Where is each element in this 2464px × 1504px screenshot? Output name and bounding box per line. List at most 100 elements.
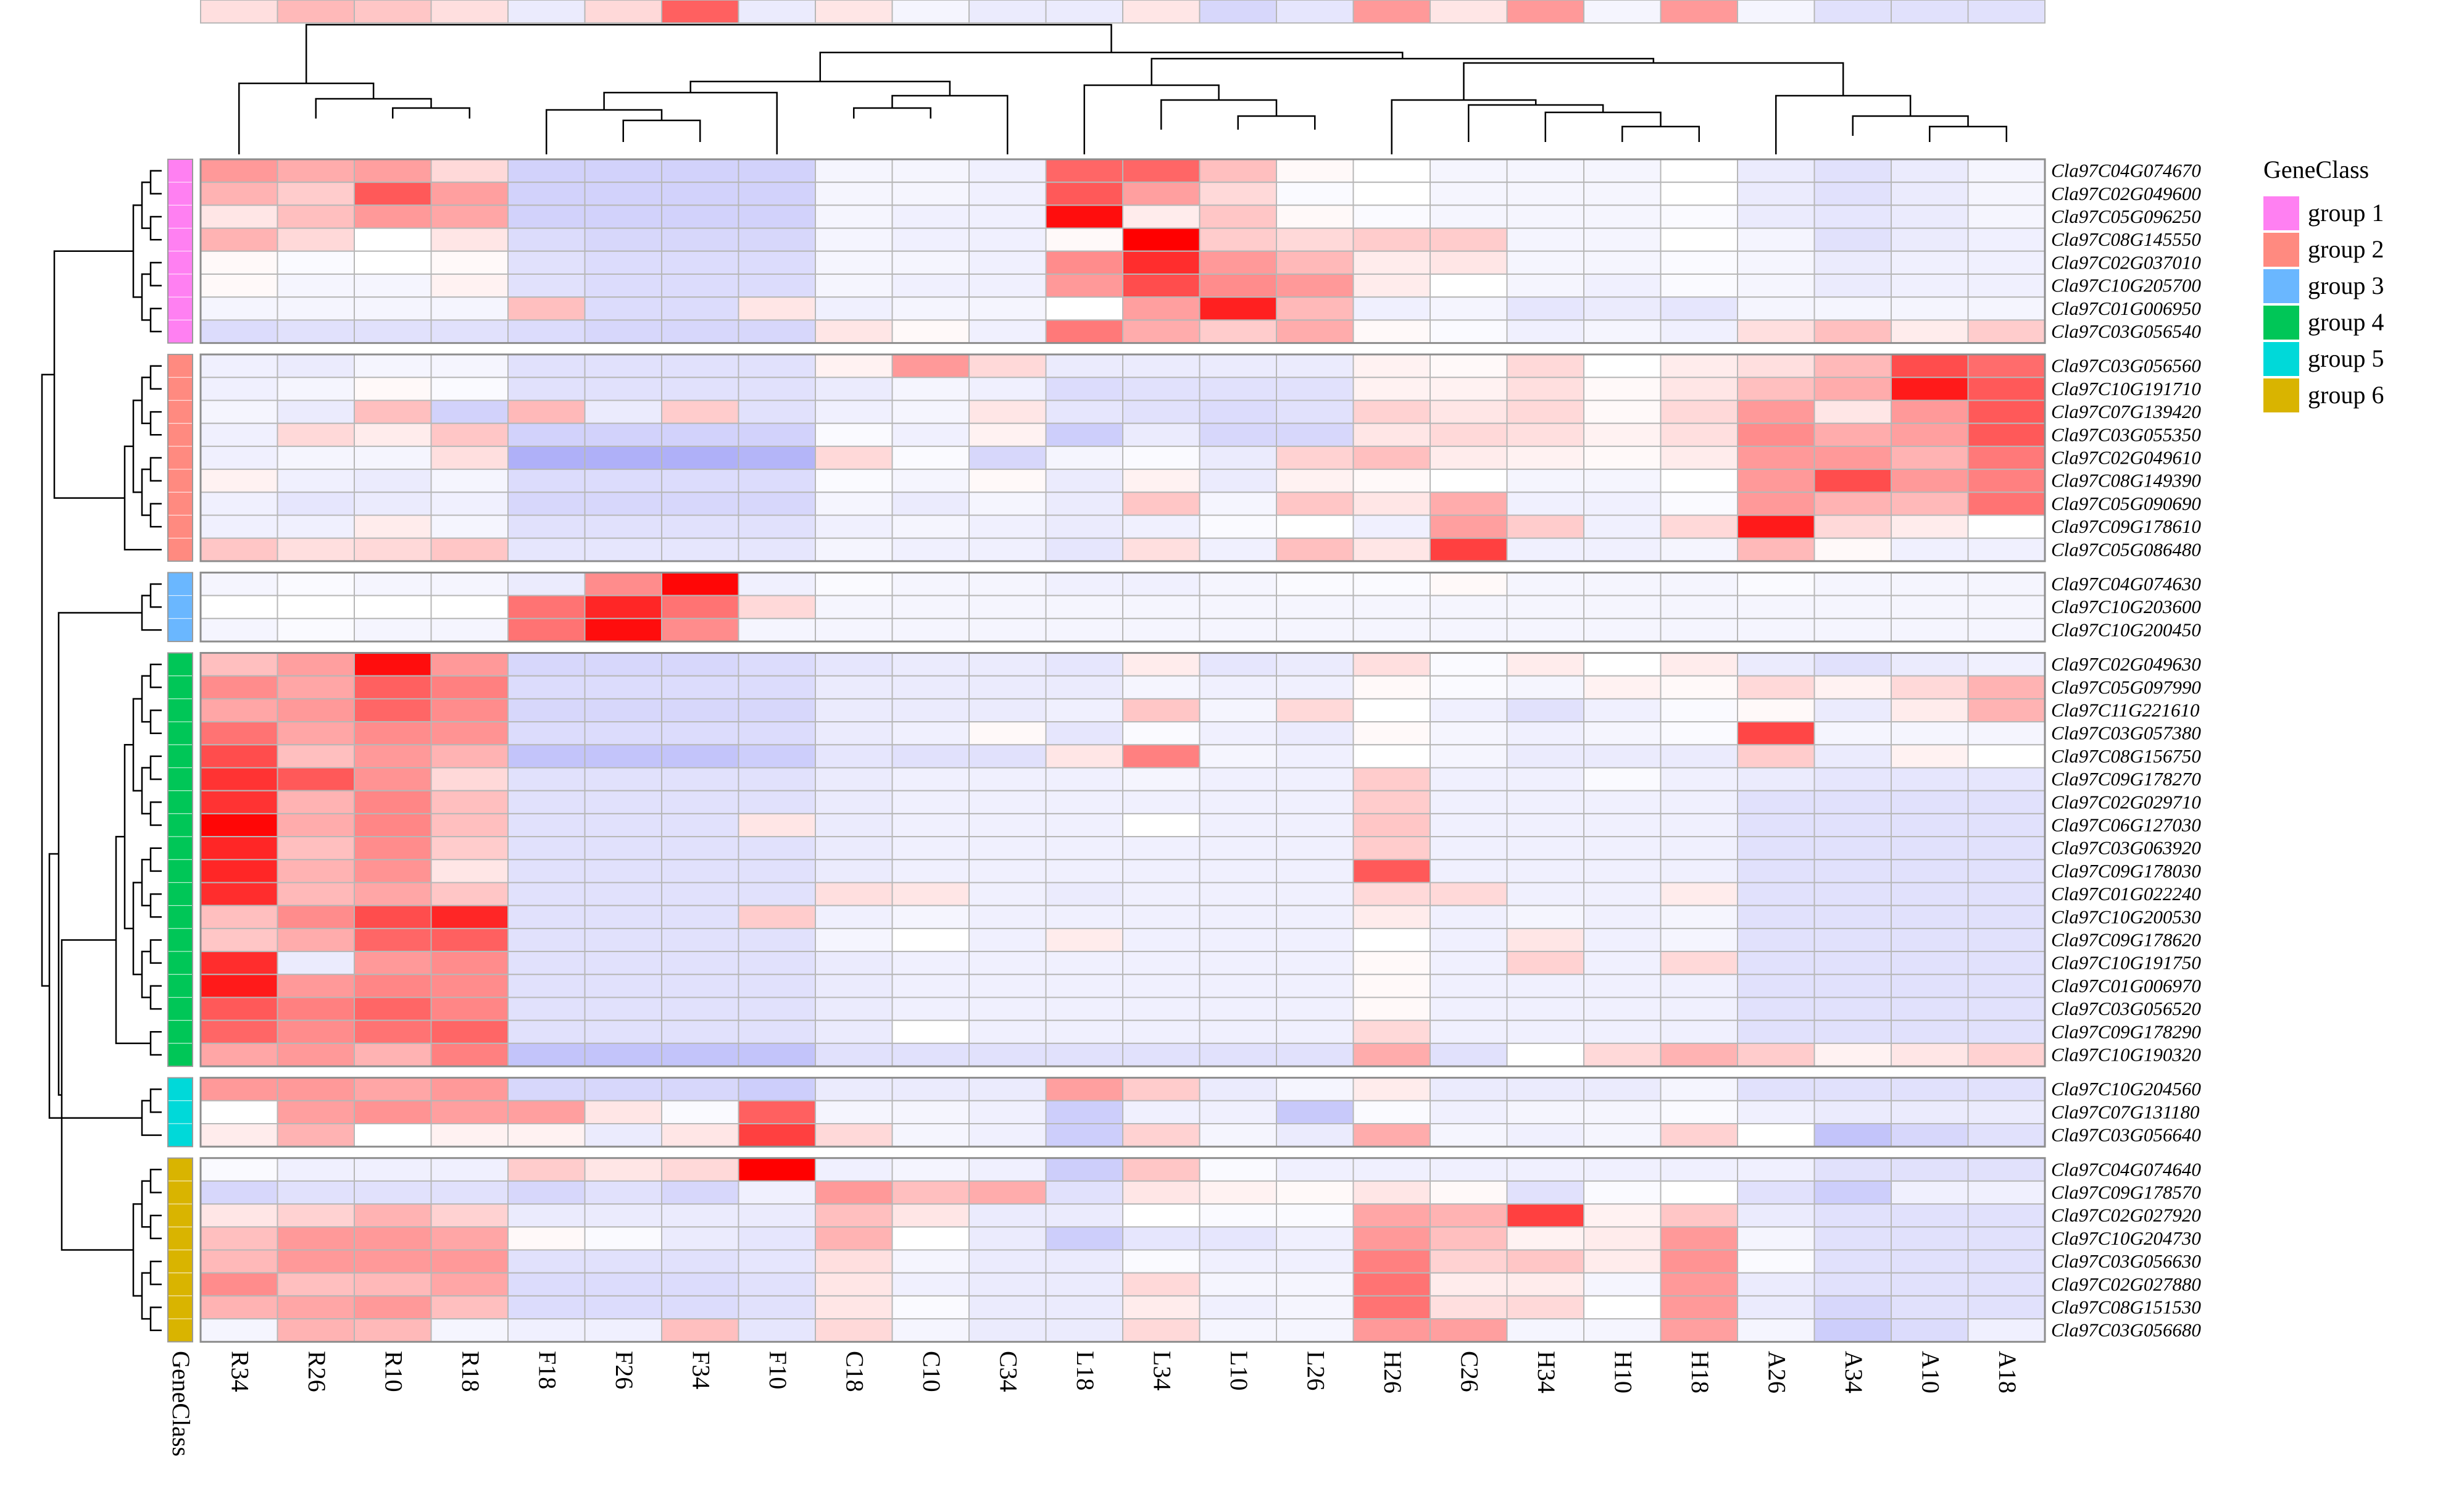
heatmap-cell [1199,698,1277,723]
heatmap-cell [1276,227,1354,252]
heatmap-cell [1813,182,1892,206]
heatmap-cell [661,1157,739,1182]
heatmap-cell [507,514,586,539]
heatmap-cell [1352,204,1431,229]
heatmap-cell [1276,974,1354,998]
row-dendrogram-branch [149,1260,162,1285]
heatmap-cell [1122,572,1201,596]
geneclass-annotation-cell [167,652,193,677]
heatmap-cell [968,227,1047,252]
heatmap-cell [1660,1249,1738,1274]
heatmap-cell [738,951,816,976]
heatmap-cell [1967,813,2046,838]
heatmap-cell [1199,1180,1277,1205]
heatmap-cell [1967,469,2046,493]
heatmap-cell [1813,951,1892,976]
heatmap-cell [354,1100,432,1125]
heatmap-cell [1967,904,2046,929]
heatmap-cell [1891,974,1969,998]
heatmap-cell [1352,675,1431,700]
heatmap-cell [200,1157,278,1182]
heatmap-cell [1506,319,1584,344]
heatmap-cell [815,377,893,401]
heatmap-cell [1045,572,1123,596]
heatmap-cell [507,274,586,298]
geneclass-annotation-cell [167,514,193,539]
heatmap-cell [1276,377,1354,401]
heatmap-cell [968,744,1047,769]
heatmap-cell [891,927,970,953]
heatmap-cell [584,698,662,723]
heatmap-cell [968,250,1047,275]
row-dendrogram-branch [149,755,162,780]
heatmap-cell [1506,1019,1584,1044]
heatmap-cell [738,445,816,470]
heatmap-cell [430,296,509,321]
heatmap-cell [1583,882,1662,906]
row-label: Cla97C07G131180 [2051,1101,2200,1122]
heatmap-cell [507,422,586,447]
heatmap-cell [1352,744,1431,769]
heatmap-cell [1967,572,2046,596]
heatmap-cell [1660,319,1738,344]
heatmap-cell [891,790,970,814]
heatmap-cell [354,1157,432,1182]
heatmap-cell [584,744,662,769]
heatmap-cell [1045,904,1123,929]
heatmap-cell [1430,1249,1508,1274]
heatmap-cell [1813,422,1892,447]
heatmap-cell [1430,767,1508,792]
heatmap-cell [738,227,816,252]
heatmap-cell [1967,1042,2046,1067]
heatmap-cell [277,813,355,838]
heatmap-cell [815,859,893,884]
heatmap-cell [1352,572,1431,596]
heatmap-cell [584,274,662,298]
heatmap-cell [1813,882,1892,906]
heatmap-cell [1737,1157,1815,1182]
heatmap-cell [430,595,509,619]
heatmap-cell [1352,790,1431,814]
heatmap-cell [1737,996,1815,1021]
heatmap-cell [1583,204,1662,229]
heatmap-cell [815,399,893,424]
heatmap-cell [1276,1157,1354,1182]
heatmap-cell [1276,159,1354,183]
heatmap-cell [1199,537,1277,562]
heatmap-cell [277,250,355,275]
heatmap-cell [1045,422,1123,447]
heatmap-cell [891,698,970,723]
heatmap-cell [661,996,739,1021]
heatmap-cell [1045,1272,1123,1297]
heatmap-cell [738,652,816,677]
heatmap-cell [430,1272,509,1297]
heatmap-cell [1660,274,1738,298]
heatmap-cell [1122,204,1201,229]
heatmap-cell [430,1042,509,1067]
heatmap-cell [738,813,816,838]
heatmap-cell [430,0,509,24]
heatmap-cell [1430,159,1508,183]
column-dendrogram-branch [819,51,1404,81]
heatmap-cell [1045,767,1123,792]
heatmap-cell [968,836,1047,861]
heatmap-cell [430,904,509,929]
heatmap-cell [891,595,970,619]
heatmap-cell [1506,537,1584,562]
heatmap-cell [1506,469,1584,493]
heatmap-cell [430,1180,509,1205]
legend-label: group 3 [2308,272,2384,299]
heatmap-cell [1276,537,1354,562]
heatmap-cell [1583,744,1662,769]
heatmap-cell [277,274,355,298]
heatmap-cell [1660,1157,1738,1182]
row-dendrogram-branch [57,612,142,1096]
heatmap-cell [200,354,278,378]
heatmap-cell [1045,1180,1123,1205]
heatmap-cell [1199,274,1277,298]
heatmap-cell [891,836,970,861]
heatmap-cell [1813,1295,1892,1320]
heatmap-cell [507,159,586,183]
heatmap-cell [1660,422,1738,447]
heatmap-cell [1122,652,1201,677]
